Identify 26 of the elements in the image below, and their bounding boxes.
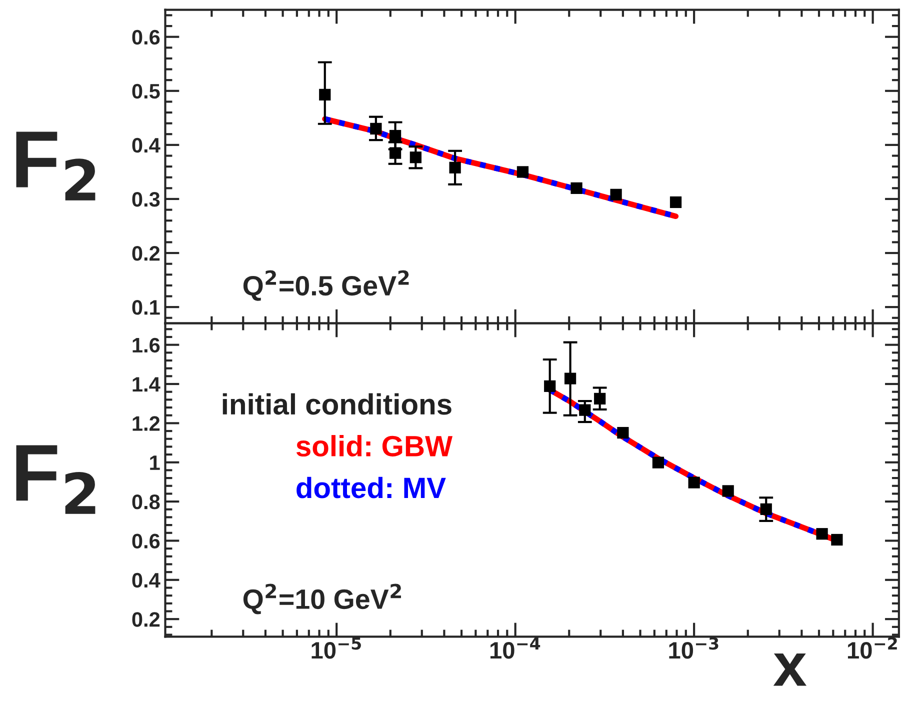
- y-tick-label: 1.4: [132, 377, 160, 392]
- y-tick-label: 1.6: [132, 338, 160, 353]
- x-tick-label: 10$^{−5}$: [312, 637, 361, 659]
- y-tick-label: 0.1: [132, 300, 160, 315]
- y-tick-label: 1: [150, 456, 160, 470]
- x-tick-label: 10$^{−3}$: [669, 637, 718, 659]
- y-tick-label: 0.8: [132, 494, 160, 510]
- y-axis-title: F$_{2}$: [16, 445, 96, 514]
- y-axis-title: F$_{2}$: [16, 132, 96, 200]
- y-tick-label: 0.4: [132, 138, 160, 153]
- text: dotted: MV: [296, 476, 446, 498]
- y-tick-label: 0.6: [132, 534, 160, 548]
- annotation: Q$^{2}$=10 GeV$^{2}$: [243, 584, 401, 614]
- x-tick-label: 10$^{−4}$: [490, 637, 540, 659]
- y-tick-label: 0.6: [132, 30, 160, 45]
- text: solid: GBW: [296, 435, 453, 456]
- y-tick-label: 0.3: [132, 192, 160, 207]
- legend-title: initial conditions: [222, 393, 452, 415]
- x-tick-label: 10$^{−2}$: [848, 637, 897, 659]
- x-axis-title: x: [773, 654, 807, 686]
- y-tick-label: 1.2: [132, 416, 160, 431]
- y-tick-label: 0.4: [132, 572, 160, 588]
- y-tick-label: 0.2: [132, 612, 160, 627]
- y-tick-label: 0.5: [132, 84, 160, 99]
- annotation: Q$^{2}$=0.5 GeV$^{2}$: [243, 270, 409, 301]
- y-tick-label: 0.2: [132, 246, 160, 261]
